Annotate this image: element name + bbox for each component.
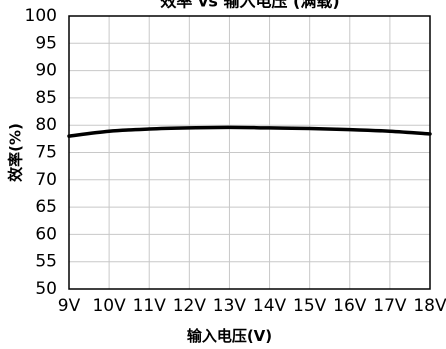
y-tick-label: 50: [35, 279, 57, 299]
y-tick-label: 60: [35, 224, 57, 244]
y-tick-label: 80: [35, 115, 57, 135]
y-tick-label: 55: [35, 252, 57, 272]
x-tick-label: 15V: [293, 296, 327, 316]
x-tick-label: 14V: [253, 296, 287, 316]
chart-title: 效率 vs 输入电压 (满载): [160, 0, 339, 11]
x-tick-label: 16V: [333, 296, 367, 316]
series-layer: [67, 125, 432, 138]
x-tick-label: 10V: [92, 296, 126, 316]
x-tick-label: 11V: [133, 296, 167, 316]
plot-frame: [68, 15, 431, 290]
x-tick-label: 9V: [58, 296, 81, 316]
grid-lines: [68, 15, 431, 290]
y-tick-label: 100: [25, 6, 57, 26]
y-tick-label: 85: [35, 88, 57, 108]
y-tick-label: 65: [35, 197, 57, 217]
y-tick-label: 75: [35, 143, 57, 163]
x-axis-title: 输入电压(V): [187, 327, 272, 345]
x-tick-label: 12V: [173, 296, 207, 316]
y-axis-title: 效率(%): [7, 123, 25, 182]
tick-labels: 50 55 60 65 70 75 80 85 90 95 100 9V 10V 11V 12V 13V 14V…: [25, 6, 446, 316]
y-tick-label: 90: [35, 61, 57, 81]
x-tick-label: 18V: [413, 296, 446, 316]
efficiency-line: [67, 125, 432, 138]
y-tick-label: 70: [35, 170, 57, 190]
x-tick-label: 17V: [373, 296, 407, 316]
y-tick-label: 95: [35, 33, 57, 53]
x-tick-label: 13V: [213, 296, 247, 316]
